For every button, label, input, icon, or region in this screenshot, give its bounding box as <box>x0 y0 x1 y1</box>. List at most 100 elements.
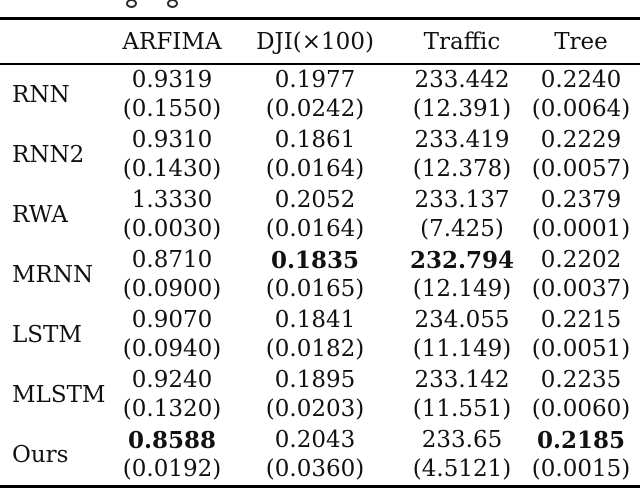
cell-std: (0.0242) <box>265 96 365 122</box>
cell-traffic: 233.137 (7.425) <box>392 185 522 245</box>
cell-arfima: 0.8588 (0.0192) <box>112 425 232 485</box>
cropped-caption-descender-icon <box>126 0 137 8</box>
table-row: LSTM 0.9070 (0.0940) 0.1841 (0.0182) 234… <box>0 305 640 365</box>
cell-tree: 0.2235 (0.0060) <box>522 365 640 425</box>
cell-std: (0.0360) <box>265 456 365 482</box>
cell-std: (11.551) <box>412 396 512 422</box>
cell-std: (0.0164) <box>265 156 365 182</box>
column-header-tree: Tree <box>554 28 608 55</box>
cell-std: (0.0064) <box>531 96 631 122</box>
cell-std: (12.149) <box>412 276 512 302</box>
cell-std: (7.425) <box>420 216 504 242</box>
cell-arfima: 0.9070 (0.0940) <box>112 305 232 365</box>
cell-value: 0.2379 <box>540 187 622 213</box>
cell-std: (0.0900) <box>122 276 222 302</box>
cell-value: 233.442 <box>414 67 510 93</box>
cell-std: (0.0015) <box>531 456 631 482</box>
cell-traffic: 232.794 (12.149) <box>392 245 522 305</box>
cell-arfima: 0.9310 (0.1430) <box>112 125 232 185</box>
cell-arfima: 0.9240 (0.1320) <box>112 365 232 425</box>
cell-std: (0.0192) <box>122 456 222 482</box>
cell-tree: 0.2379 (0.0001) <box>522 185 640 245</box>
cell-value: 0.1977 <box>274 67 356 93</box>
row-label-lstm: LSTM <box>12 322 82 348</box>
cell-dji: 0.2052 (0.0164) <box>232 185 392 245</box>
cell-value: 0.2235 <box>540 367 622 393</box>
cell-traffic: 233.65 (4.5121) <box>392 425 522 485</box>
column-header-dji: DJI(×100) <box>256 28 374 55</box>
cell-std: (0.0165) <box>265 276 365 302</box>
cell-tree: 0.2240 (0.0064) <box>522 65 640 125</box>
cell-traffic: 234.055 (11.149) <box>392 305 522 365</box>
cell-value: 0.2043 <box>274 427 356 453</box>
cell-std: (0.0060) <box>531 396 631 422</box>
row-label-ours: Ours <box>12 442 69 468</box>
cell-value: 0.1895 <box>274 367 356 393</box>
cell-value: 233.419 <box>414 127 510 153</box>
row-label-rnn2: RNN2 <box>12 142 85 168</box>
cell-value: 0.9319 <box>131 67 213 93</box>
table-row: RNN 0.9319 (0.1550) 0.1977 (0.0242) 233.… <box>0 65 640 125</box>
cell-traffic: 233.142 (11.551) <box>392 365 522 425</box>
cell-std: (0.0030) <box>122 216 222 242</box>
cell-value-best: 232.794 <box>409 247 515 274</box>
column-header-traffic: Traffic <box>423 28 501 55</box>
cell-std: (0.0164) <box>265 216 365 242</box>
cell-std: (0.0001) <box>531 216 631 242</box>
results-table: ARFIMA DJI(×100) Traffic Tree RNN 0.9319… <box>0 17 640 488</box>
cell-value: 0.9070 <box>131 307 213 333</box>
cell-std: (0.0940) <box>122 336 222 362</box>
cell-std: (0.1430) <box>122 156 222 182</box>
cell-traffic: 233.442 (12.391) <box>392 65 522 125</box>
row-label-rwa: RWA <box>12 202 68 228</box>
cell-arfima: 0.9319 (0.1550) <box>112 65 232 125</box>
cell-value: 0.1841 <box>274 307 356 333</box>
cell-arfima: 1.3330 (0.0030) <box>112 185 232 245</box>
row-label-mrnn: MRNN <box>12 262 94 288</box>
cell-std: (0.0037) <box>531 276 631 302</box>
cell-value: 233.142 <box>414 367 510 393</box>
cell-tree: 0.2215 (0.0051) <box>522 305 640 365</box>
cell-dji: 0.1977 (0.0242) <box>232 65 392 125</box>
cell-dji: 0.1835 (0.0165) <box>232 245 392 305</box>
cell-value: 0.9310 <box>131 127 213 153</box>
table-mid-rule <box>0 63 640 65</box>
cell-std: (0.1550) <box>122 96 222 122</box>
cell-dji: 0.1841 (0.0182) <box>232 305 392 365</box>
cell-value-best: 0.8588 <box>127 427 217 454</box>
table-row: RNN2 0.9310 (0.1430) 0.1861 (0.0164) 233… <box>0 125 640 185</box>
cell-value: 0.2202 <box>540 247 622 273</box>
cropped-caption-descender-icon <box>167 0 178 8</box>
row-label-mlstm: MLSTM <box>12 382 106 408</box>
cell-std: (0.1320) <box>122 396 222 422</box>
table-row: Ours 0.8588 (0.0192) 0.2043 (0.0360) 233… <box>0 425 640 485</box>
row-label-rnn: RNN <box>12 82 70 108</box>
cell-std: (12.378) <box>412 156 512 182</box>
cell-value-best: 0.2185 <box>536 427 626 454</box>
table-row: RWA 1.3330 (0.0030) 0.2052 (0.0164) 233.… <box>0 185 640 245</box>
cell-value: 0.1861 <box>274 127 356 153</box>
cell-std: (0.0057) <box>531 156 631 182</box>
cell-dji: 0.1895 (0.0203) <box>232 365 392 425</box>
cell-tree: 0.2185 (0.0015) <box>522 425 640 485</box>
cell-std: (4.5121) <box>412 456 512 482</box>
cell-value: 0.9240 <box>131 367 213 393</box>
table-bottom-rule <box>0 485 640 488</box>
cell-traffic: 233.419 (12.378) <box>392 125 522 185</box>
cell-value: 233.65 <box>421 427 503 453</box>
cell-value-best: 0.1835 <box>270 247 360 274</box>
cell-std: (0.0182) <box>265 336 365 362</box>
cell-value: 234.055 <box>414 307 510 333</box>
table-row: MLSTM 0.9240 (0.1320) 0.1895 (0.0203) 23… <box>0 365 640 425</box>
cell-std: (11.149) <box>412 336 512 362</box>
cell-value: 0.2229 <box>540 127 622 153</box>
cell-value: 0.2052 <box>274 187 356 213</box>
table-top-rule <box>0 17 640 20</box>
cell-value: 233.137 <box>414 187 510 213</box>
cell-dji: 0.2043 (0.0360) <box>232 425 392 485</box>
cell-value: 0.2215 <box>540 307 622 333</box>
header-empty <box>0 20 112 63</box>
table-row: MRNN 0.8710 (0.0900) 0.1835 (0.0165) 232… <box>0 245 640 305</box>
cell-arfima: 0.8710 (0.0900) <box>112 245 232 305</box>
